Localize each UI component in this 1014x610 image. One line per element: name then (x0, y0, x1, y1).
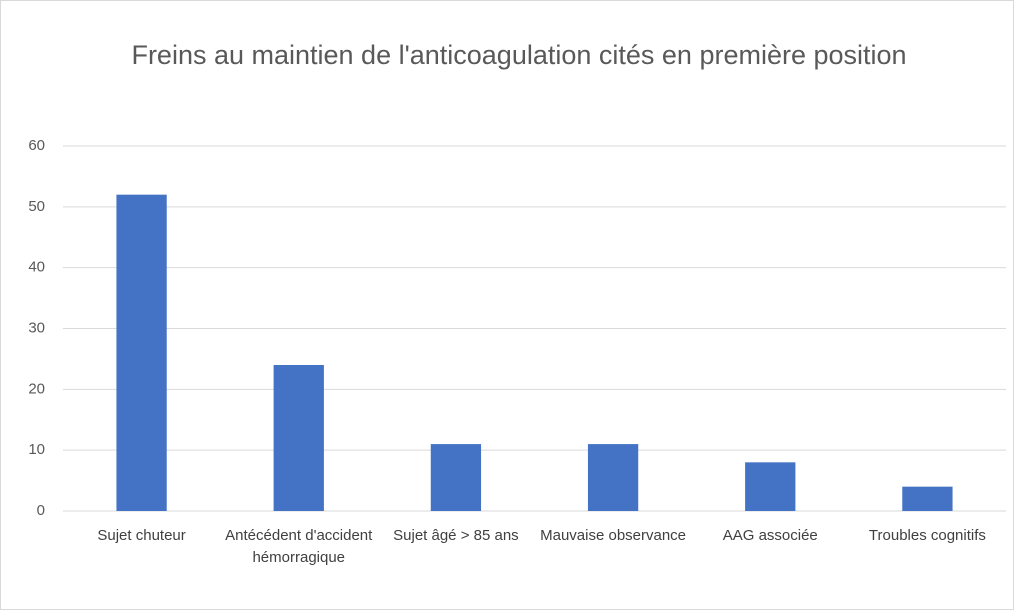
x-tick-label: Sujet chuteur (97, 527, 186, 544)
bar (273, 365, 324, 511)
x-tick-label: AAG associée (722, 527, 818, 544)
bar (902, 486, 953, 511)
y-tick-label: 30 (28, 319, 45, 336)
y-tick-label: 10 (28, 441, 45, 458)
y-tick-label: 40 (28, 259, 45, 276)
bar (116, 194, 167, 511)
x-tick-label: Sujet âgé > 85 ans (393, 527, 519, 544)
bar (587, 444, 639, 511)
y-tick-label: 50 (28, 198, 45, 215)
x-tick-label: Mauvaise observance (540, 527, 687, 544)
x-tick-label: Antécédent d'accident hémorragique (225, 527, 373, 566)
y-tick-label: 60 (28, 137, 45, 154)
y-tick-label: 20 (28, 380, 45, 397)
bar (430, 444, 482, 511)
x-tick-label: Troubles cognitifs (868, 527, 986, 544)
chart-title: Freins au maintien de l'anticoagulation … (131, 40, 907, 70)
y-tick-label: 0 (37, 502, 45, 519)
bar (745, 462, 796, 511)
